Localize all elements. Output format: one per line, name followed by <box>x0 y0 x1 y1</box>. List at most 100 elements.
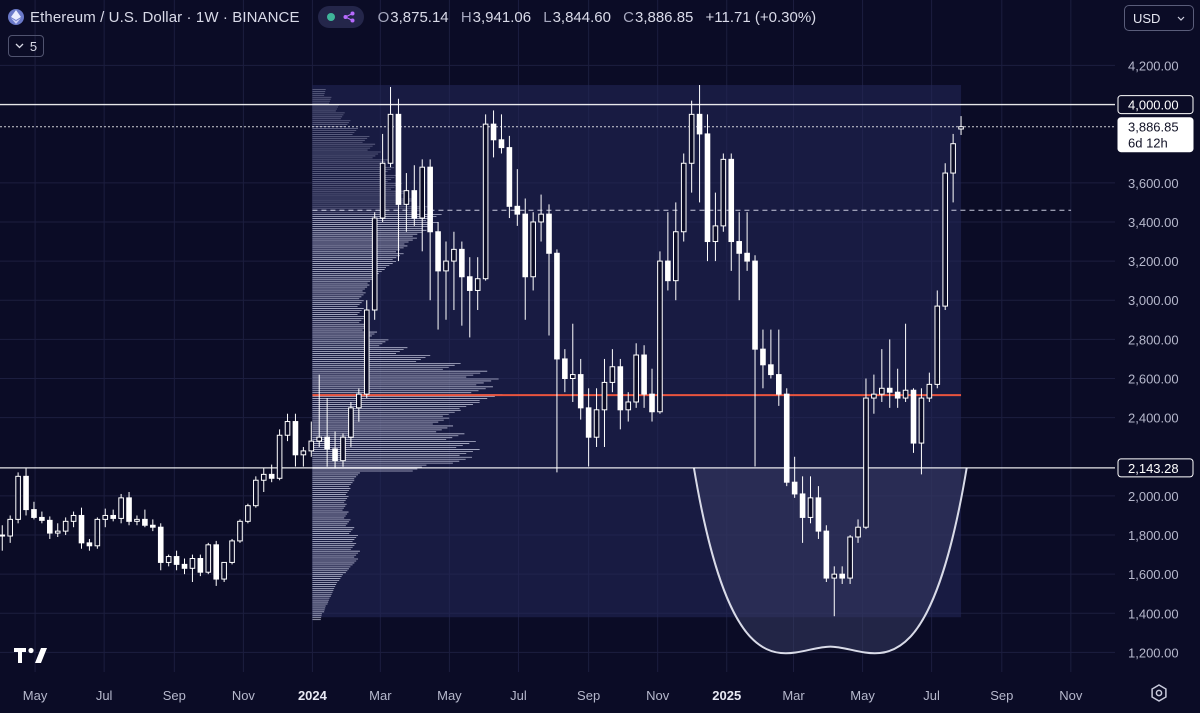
candle <box>649 368 655 422</box>
x-axis-tick-label: Sep <box>163 688 186 703</box>
candle <box>760 329 766 389</box>
candle <box>403 173 410 232</box>
candle-body-up <box>419 166 426 219</box>
candle-body-up <box>918 397 925 444</box>
status-pill[interactable] <box>317 6 364 28</box>
candle-body-down <box>577 374 584 409</box>
candle <box>142 509 148 528</box>
candle <box>863 378 869 530</box>
candle-body-down <box>197 558 204 573</box>
symbol-title[interactable]: Ethereum / U.S. Dollar · 1W · BINANCE <box>30 8 300 26</box>
candle <box>411 165 418 226</box>
candle-body-down <box>585 407 592 438</box>
x-axis-tick-label: May <box>23 688 48 703</box>
candle-body-down <box>791 481 798 495</box>
candle <box>522 198 529 320</box>
candle <box>245 503 251 524</box>
candle <box>15 472 21 524</box>
candle <box>419 159 426 252</box>
candle <box>894 368 901 408</box>
chevron-down-icon <box>1177 16 1185 21</box>
price-label-text: 4,000.00 <box>1128 98 1179 113</box>
candle <box>879 349 885 402</box>
currency-select[interactable]: USD <box>1124 5 1194 31</box>
candle <box>292 413 299 467</box>
x-axis-tick-label: 2025 <box>712 688 741 703</box>
x-axis-tick-label: Mar <box>369 688 392 703</box>
candle-body-up <box>371 217 378 311</box>
y-axis-tick-label: 3,600.00 <box>1128 176 1179 191</box>
candle <box>23 468 29 516</box>
y-axis-tick-label: 1,600.00 <box>1128 567 1179 582</box>
y-axis-tick-label: 3,000.00 <box>1128 293 1179 308</box>
candle-body-up <box>363 309 370 395</box>
chevron-down-icon <box>15 43 24 49</box>
candle <box>221 561 227 582</box>
candle-body-down <box>894 391 901 399</box>
candle <box>776 329 782 406</box>
candle-body-down <box>823 530 830 579</box>
candle <box>530 212 536 291</box>
candle <box>7 515 13 543</box>
candle-body-down <box>173 556 180 565</box>
candle-body-down <box>815 497 822 532</box>
candle <box>538 194 544 242</box>
candle <box>617 358 624 430</box>
settings-gear-icon[interactable] <box>1150 684 1168 702</box>
candle-body-up <box>871 393 877 399</box>
candle-body-up <box>348 407 354 438</box>
candle-body-up <box>902 389 909 399</box>
x-axis-tick-label: May <box>437 688 462 703</box>
candle <box>134 515 140 526</box>
candle <box>585 388 592 467</box>
candle-body-down <box>696 113 703 135</box>
candle <box>102 508 109 528</box>
indicators-toggle-button[interactable]: 5 <box>8 35 44 57</box>
candle-body-down <box>649 393 655 413</box>
candle <box>78 507 85 549</box>
candle <box>823 525 830 582</box>
candle-body-up <box>688 113 695 164</box>
x-axis-tick-label: Sep <box>577 688 600 703</box>
candle-body-down <box>435 231 441 272</box>
candle <box>157 523 164 571</box>
x-axis-tick-label: Sep <box>990 688 1013 703</box>
candle <box>855 519 861 543</box>
candle-body-down <box>213 544 220 580</box>
candle <box>680 153 687 242</box>
candle <box>712 192 719 262</box>
candle-body-up <box>54 530 61 534</box>
cup-pattern-curve <box>692 467 968 655</box>
candle <box>696 85 703 203</box>
candle <box>665 212 671 291</box>
candle-body-down <box>498 139 505 149</box>
candle <box>348 401 354 447</box>
candle-body-up <box>118 497 124 519</box>
y-axis-tick-label: 2,600.00 <box>1128 372 1179 387</box>
candle <box>490 110 497 158</box>
candle-body-up <box>942 172 949 307</box>
candle <box>237 519 243 543</box>
candle <box>942 163 949 311</box>
candle <box>379 133 386 222</box>
ohlc-readout: O3,875.14 H3,941.06 L3,844.60 C3,886.85 … <box>377 8 817 26</box>
candle-body-down <box>783 393 790 483</box>
candle-body-down <box>126 497 132 522</box>
candle-body-down <box>562 358 568 380</box>
candle-body-up <box>245 505 251 522</box>
candle <box>451 231 457 311</box>
candle-body-up <box>625 401 632 411</box>
candle-body-down <box>181 563 188 569</box>
x-axis-tick-label: Jul <box>96 688 113 703</box>
candle <box>815 486 822 539</box>
candle <box>704 114 711 262</box>
candle <box>799 476 806 543</box>
candle-body-up <box>926 383 933 399</box>
candle <box>562 349 568 393</box>
candle-body-up <box>672 231 679 282</box>
candle-body-down <box>47 519 53 534</box>
